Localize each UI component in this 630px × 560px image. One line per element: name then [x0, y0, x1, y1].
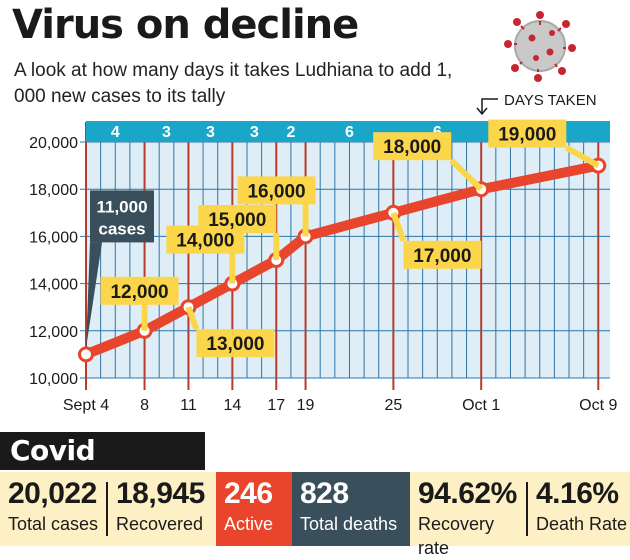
days-taken-label: DAYS TAKEN: [504, 92, 597, 109]
data-label: 17,000: [413, 246, 471, 267]
line-chart: DAYS TAKEN 43332668 days 10,00012,00014,…: [29, 11, 618, 414]
stat-value: 4.16%: [536, 477, 619, 510]
label-leader: [390, 211, 407, 242]
data-label: 19,000: [498, 125, 556, 146]
x-tick-label: Oct 9: [579, 397, 617, 414]
label-leader: [185, 306, 200, 331]
label-leader: [564, 144, 600, 169]
tracker-stats: 20,022 Total cases 18,945 Recovered 246 …: [0, 472, 630, 558]
tracker-title: Covid tracker: [0, 432, 205, 505]
chart-subtitle: A look at how many days it takes Ludhian…: [14, 60, 453, 107]
data-label: 14,000: [176, 231, 234, 252]
days-taken-value: 3: [250, 124, 259, 141]
data-label-box: [403, 240, 482, 269]
stat-label: Death Rate: [536, 514, 628, 534]
x-tick-label: Sept 4: [63, 397, 109, 414]
data-label-box: [100, 276, 179, 305]
stat-total-deaths: 828 Total deaths: [292, 472, 410, 546]
days-taken-value: 3: [162, 124, 171, 141]
data-label-box: [196, 329, 275, 358]
data-label: 13,000: [206, 334, 264, 355]
x-tick-label: 19: [297, 397, 315, 414]
stat-label: Recovery rate: [418, 514, 495, 558]
days-taken-band: [86, 121, 610, 142]
stat-value: 246: [224, 477, 273, 510]
data-label-box: [373, 132, 452, 161]
y-tick-label: 20,000: [29, 135, 78, 152]
y-tick-label: 18,000: [29, 182, 78, 199]
x-tick-label: 17: [267, 397, 285, 414]
data-label-box: [198, 205, 277, 233]
days-taken-value: 6: [345, 124, 354, 141]
stat-value: 828: [300, 477, 349, 510]
data-label: 18,000: [383, 137, 441, 158]
x-tick-label: Oct 1: [462, 397, 500, 414]
stat-value: 20,022: [8, 477, 97, 510]
stat-total-cases: 20,022 Total cases: [0, 472, 108, 546]
stat-death-rate: 4.16% Death Rate: [528, 472, 630, 546]
x-tick-label: 11: [180, 397, 197, 414]
y-tick-label: 10,000: [29, 371, 78, 388]
stat-label: Total cases: [8, 514, 99, 534]
virus-icon: [504, 11, 576, 82]
label-leader: [86, 242, 102, 349]
stat-value: 94.62%: [418, 477, 517, 510]
data-label-box: [237, 176, 316, 205]
label-leader: [449, 158, 484, 192]
stat-label: Total deaths: [300, 514, 398, 534]
days-taken-value: 4: [111, 124, 120, 141]
y-tick-label: 14,000: [29, 277, 78, 294]
chart-title: Virus on decline: [12, 2, 359, 48]
stat-recovered: 18,945 Recovered: [108, 472, 216, 546]
x-tick-label: 14: [223, 397, 241, 414]
stat-value: 18,945: [116, 477, 205, 510]
stat-recovery-rate: 94.62% Recovery rate: [410, 472, 528, 558]
days-taken-value: 2: [286, 124, 295, 141]
y-tick-label: 16,000: [29, 229, 78, 246]
data-label-box: [90, 190, 154, 243]
data-label-box: [488, 119, 567, 148]
y-tick-label: 12,000: [29, 324, 78, 341]
covid-tracker: Covid tracker 20,022 Total cases 18,945 …: [0, 432, 630, 558]
data-point: [78, 346, 94, 363]
data-label: 12,000: [110, 282, 168, 303]
data-label: 11,000 cases: [96, 197, 147, 238]
stat-label: Active: [224, 514, 274, 534]
data-label: 16,000: [247, 181, 305, 202]
x-tick-label: 8: [140, 397, 149, 414]
stat-label: Recovered: [116, 514, 204, 534]
stat-active: 246 Active: [216, 472, 292, 546]
x-tick-label: 25: [384, 397, 402, 414]
data-label: 15,000: [208, 210, 266, 231]
days-taken-value: 3: [206, 124, 215, 141]
